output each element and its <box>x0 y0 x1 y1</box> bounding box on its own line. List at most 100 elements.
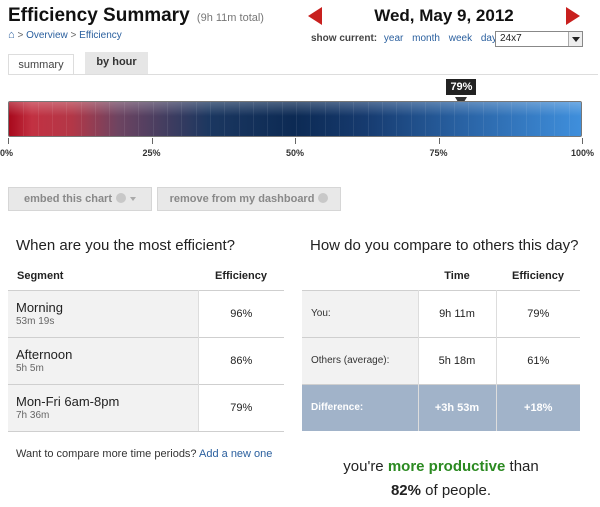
meter-segment-line <box>123 102 125 136</box>
meter-segment-line <box>310 102 312 136</box>
current-date: Wed, May 9, 2012 <box>374 6 514 25</box>
meter-tick <box>438 138 440 144</box>
minus-circle-icon <box>318 193 329 203</box>
meter-segment-line <box>353 102 355 136</box>
meter-segment-line <box>80 102 82 136</box>
table-header-row: Time Efficiency <box>302 262 580 290</box>
period-year-link[interactable]: year <box>383 33 404 44</box>
embed-chart-label: embed this chart <box>23 193 113 205</box>
time-column-header: Time <box>444 269 470 282</box>
summary-prefix: you're <box>343 458 384 475</box>
summary-tail: of people. <box>425 482 492 499</box>
label-column-header <box>302 262 418 290</box>
meter-segment-line <box>95 102 97 136</box>
efficiency-meter-bar <box>8 101 582 137</box>
meter-segment-line <box>511 102 513 136</box>
remove-from-dashboard-button[interactable]: remove from my dashboard <box>157 187 341 211</box>
segment-cell: Morning 53m 19s <box>8 289 199 337</box>
meter-segment-line <box>382 102 384 136</box>
tab-summary[interactable]: summary <box>8 54 74 74</box>
table-row: Others (average): 5h 18m 61% <box>302 336 580 384</box>
row-label: You: <box>302 289 419 337</box>
page-title-text: Efficiency Summary <box>8 5 190 26</box>
row-label: Others (average): <box>302 336 419 384</box>
meter-segment-line <box>23 102 25 136</box>
chevron-down-icon[interactable] <box>568 32 582 46</box>
meter-segment-line <box>296 102 297 136</box>
efficiency-panel-title: When are you the most efficient? <box>16 237 236 254</box>
add-time-period-link[interactable]: Add a new one <box>199 448 273 460</box>
segment-efficiency: 86% <box>198 336 284 384</box>
segment-cell: Mon-Fri 6am-8pm 7h 36m <box>8 383 199 432</box>
segment-duration: 53m 19s <box>16 316 55 327</box>
next-day-arrow-icon[interactable] <box>566 7 580 25</box>
breadcrumb-overview-link[interactable]: Overview <box>26 30 68 41</box>
chevron-down-icon <box>130 197 137 201</box>
meter-segment-line <box>425 102 427 136</box>
embed-chart-button[interactable]: embed this chart <box>8 187 152 211</box>
summary-suffix: than <box>509 458 539 475</box>
range-select-value: 24x7 <box>500 33 522 44</box>
period-week-link[interactable]: week <box>448 33 473 44</box>
difference-row: Difference: +3h 53m +18% <box>302 383 580 431</box>
previous-day-arrow-icon[interactable] <box>308 7 322 25</box>
row-label: Difference: <box>302 383 419 431</box>
segment-column-header: Segment <box>17 269 64 282</box>
date-navigator: Wed, May 9, 2012 <box>305 4 583 28</box>
compare-periods-prompt: Want to compare more time periods? Add a… <box>16 446 278 463</box>
efficiency-segments-table: Segment Efficiency Morning 53m 19s 96% A… <box>8 262 284 432</box>
efficiency-value: 61% <box>496 336 580 384</box>
meter-segment-line <box>52 102 54 136</box>
segment-duration: 7h 36m <box>16 410 50 421</box>
meter-segment-line <box>482 102 484 136</box>
remove-from-dashboard-label: remove from my dashboard <box>169 193 315 205</box>
meter-tick-label: 75% <box>429 148 448 158</box>
efficiency-difference: +18% <box>496 383 580 431</box>
page-title: Efficiency Summary (9h 11m total) <box>8 5 264 27</box>
breadcrumb-efficiency-link[interactable]: Efficiency <box>79 30 122 41</box>
meter-segment-line <box>166 102 168 136</box>
meter-segment-line <box>525 102 527 136</box>
segment-efficiency: 79% <box>198 383 284 432</box>
meter-segment-line <box>439 102 441 136</box>
breadcrumb-separator: > <box>17 30 24 41</box>
total-time: (9h 11m total) <box>196 12 264 24</box>
meter-segment-line <box>37 102 39 136</box>
efficiency-value: 79% <box>496 289 580 337</box>
meter-segment-line <box>195 102 197 136</box>
table-row: Mon-Fri 6am-8pm 7h 36m 79% <box>8 383 284 432</box>
meter-shine <box>9 102 581 116</box>
summary-percent: 82% <box>390 482 421 499</box>
table-row: Afternoon 5h 5m 86% <box>8 336 284 384</box>
breadcrumb-separator: > <box>70 30 77 41</box>
table-header-row: Segment Efficiency <box>8 262 284 290</box>
meter-tick-label: 25% <box>142 148 161 158</box>
segment-name: Afternoon <box>16 347 73 362</box>
meter-segment-line <box>209 102 211 136</box>
period-day-link[interactable]: day <box>480 33 497 44</box>
meter-segment-line <box>181 102 183 136</box>
meter-segment-line <box>453 102 455 136</box>
tab-by-hour[interactable]: by hour <box>85 52 148 74</box>
efficiency-value-badge: 79% <box>446 79 477 95</box>
productivity-summary: you're more productive than 82% of peopl… <box>302 455 580 503</box>
time-difference: +3h 53m <box>418 383 497 431</box>
period-month-link[interactable]: month <box>412 33 440 44</box>
segment-efficiency: 96% <box>198 289 284 337</box>
segment-cell: Afternoon 5h 5m <box>8 336 199 384</box>
time-value: 5h 18m <box>418 336 497 384</box>
meter-segment-line <box>410 102 412 136</box>
meter-segment-line <box>339 102 341 136</box>
meter-segment-line <box>396 102 398 136</box>
segment-name: Mon-Fri 6am-8pm <box>16 394 120 409</box>
efficiency-column-header: Efficiency <box>512 269 564 282</box>
meter-segment-line <box>367 102 369 136</box>
segment-duration: 5h 5m <box>16 363 44 374</box>
meter-tick <box>295 138 296 144</box>
meter-tick <box>151 138 153 144</box>
meter-segment-line <box>539 102 541 136</box>
range-select[interactable]: 24x7 <box>495 31 583 47</box>
home-icon[interactable]: ⌂ <box>8 29 15 41</box>
meter-segment-line <box>468 102 470 136</box>
summary-highlight: more productive <box>387 458 506 475</box>
